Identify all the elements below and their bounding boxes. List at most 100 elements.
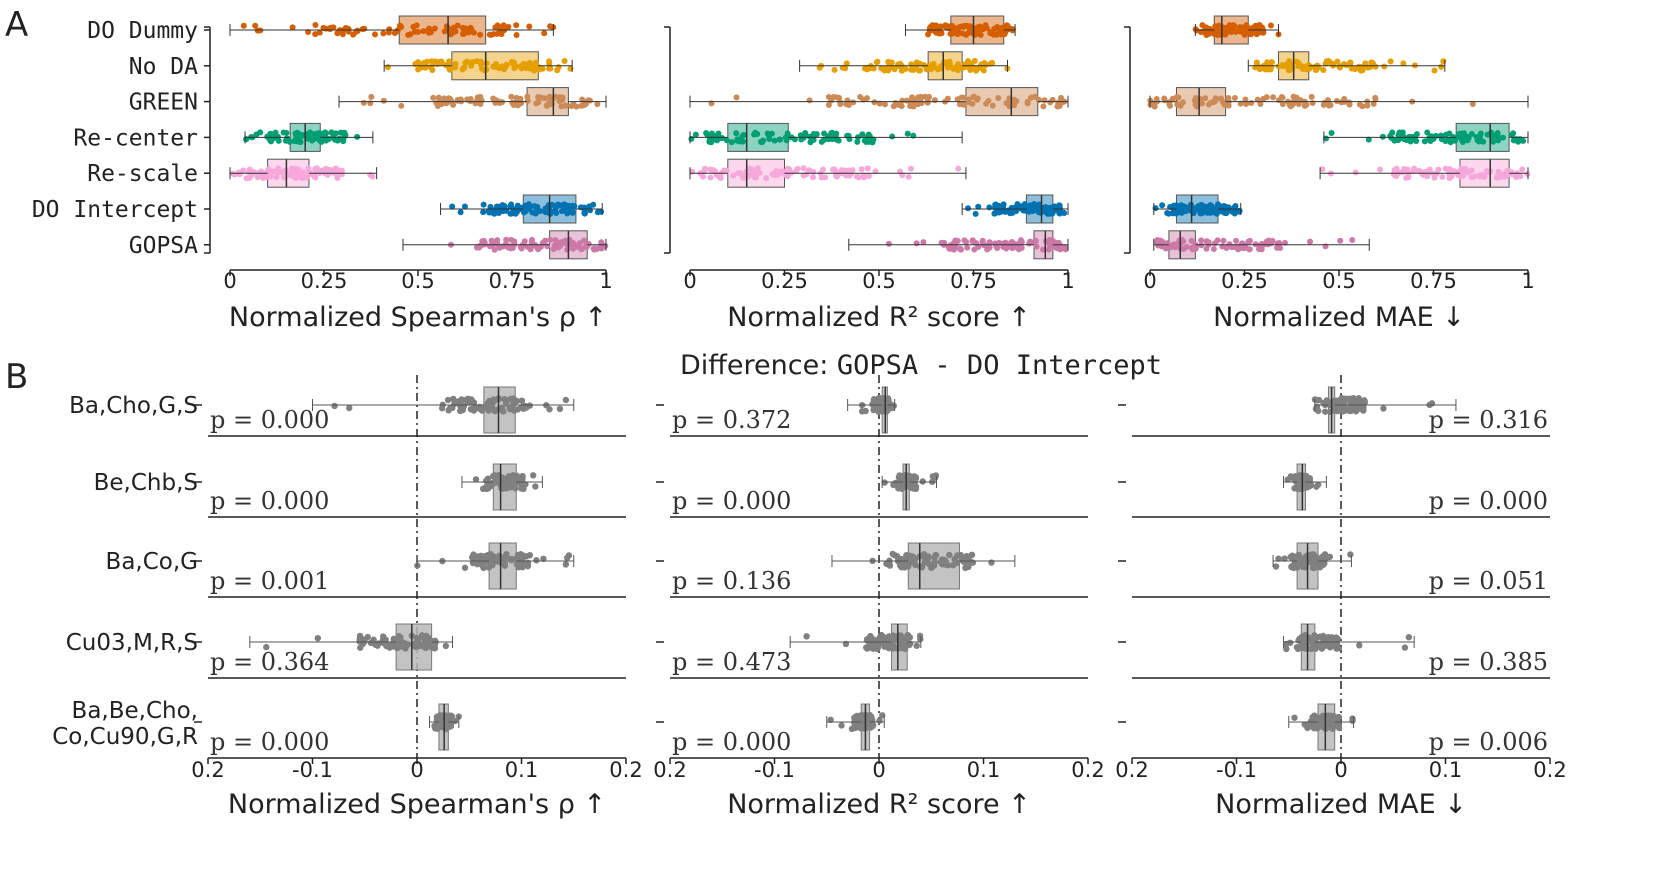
data-point bbox=[913, 642, 920, 649]
data-point bbox=[540, 555, 547, 563]
data-point bbox=[800, 133, 807, 140]
p-value-label: p = 0.000 bbox=[210, 728, 329, 756]
data-point bbox=[494, 237, 501, 244]
data-point bbox=[946, 551, 953, 559]
data-point bbox=[733, 130, 740, 137]
p-value-label: p = 0.051 bbox=[1429, 567, 1548, 595]
data-point bbox=[899, 97, 906, 104]
p-value-label: p = 0.364 bbox=[210, 648, 329, 676]
data-point bbox=[972, 210, 979, 217]
data-point bbox=[312, 22, 319, 29]
data-point bbox=[708, 130, 715, 137]
data-point bbox=[1283, 645, 1290, 653]
data-point bbox=[1355, 395, 1362, 402]
data-point bbox=[830, 166, 837, 173]
data-point bbox=[1015, 240, 1022, 247]
p-value-label: p = 0.000 bbox=[210, 406, 329, 434]
data-point bbox=[470, 399, 478, 406]
data-point bbox=[1464, 133, 1471, 140]
data-point bbox=[1177, 102, 1184, 109]
data-point bbox=[793, 167, 800, 174]
data-point bbox=[305, 165, 312, 172]
data-point bbox=[598, 239, 605, 246]
panel-b-subplot-1: Ba,Cho,G,S p = 0.000 Be,Chb,S p = 0.000 Ba,C… bbox=[52, 375, 643, 782]
data-point bbox=[905, 563, 912, 570]
x-axis-label: Normalized R² score ↑ bbox=[727, 789, 1031, 820]
data-point bbox=[547, 236, 554, 243]
data-point bbox=[1246, 246, 1253, 253]
data-point bbox=[764, 130, 771, 137]
data-point bbox=[1322, 642, 1330, 649]
data-point bbox=[931, 64, 938, 71]
data-point bbox=[292, 165, 299, 172]
data-point bbox=[1347, 400, 1355, 407]
data-point bbox=[1028, 94, 1035, 101]
data-point bbox=[544, 243, 551, 250]
data-point bbox=[360, 99, 367, 106]
data-point bbox=[561, 57, 568, 64]
data-point bbox=[427, 64, 434, 71]
data-point bbox=[473, 97, 480, 104]
data-point bbox=[1315, 407, 1322, 415]
data-point bbox=[500, 208, 507, 215]
data-point bbox=[359, 26, 366, 33]
data-point bbox=[332, 165, 339, 172]
category-label: Be,Chb,S bbox=[94, 470, 198, 496]
data-point bbox=[857, 94, 864, 101]
data-point bbox=[736, 138, 743, 145]
data-point bbox=[707, 166, 714, 173]
data-point bbox=[1510, 130, 1517, 137]
data-point bbox=[541, 30, 548, 37]
data-point bbox=[367, 639, 375, 647]
data-point bbox=[995, 94, 1002, 101]
data-point bbox=[1267, 61, 1274, 68]
data-point bbox=[1443, 131, 1450, 138]
data-point bbox=[831, 66, 838, 73]
data-point bbox=[456, 407, 464, 415]
data-point bbox=[858, 166, 865, 173]
data-point bbox=[562, 561, 570, 568]
data-point bbox=[916, 632, 924, 640]
data-point bbox=[318, 138, 325, 145]
panel-a-label: A bbox=[5, 5, 28, 45]
data-point bbox=[1424, 129, 1431, 136]
data-point bbox=[1175, 94, 1182, 101]
data-point bbox=[960, 101, 967, 108]
data-point bbox=[513, 22, 520, 29]
data-point bbox=[470, 551, 477, 558]
data-point bbox=[385, 29, 392, 36]
data-point bbox=[1180, 245, 1187, 252]
data-point bbox=[1355, 65, 1362, 72]
data-point bbox=[550, 246, 557, 253]
data-point bbox=[497, 203, 504, 210]
data-point bbox=[874, 644, 881, 652]
data-point bbox=[553, 210, 560, 217]
data-point bbox=[1003, 100, 1010, 107]
data-point bbox=[1442, 165, 1449, 172]
data-point bbox=[520, 485, 527, 493]
data-point bbox=[364, 633, 371, 641]
data-point bbox=[880, 634, 888, 641]
data-point bbox=[398, 102, 405, 109]
data-point bbox=[497, 404, 505, 412]
data-point bbox=[375, 640, 382, 647]
data-point bbox=[932, 551, 940, 559]
x-tick-label: 0 bbox=[410, 758, 423, 782]
data-point bbox=[442, 62, 449, 69]
data-point bbox=[467, 96, 474, 103]
data-point bbox=[581, 209, 588, 216]
data-point bbox=[477, 31, 484, 38]
data-point bbox=[1199, 22, 1206, 29]
data-point bbox=[1192, 94, 1199, 101]
data-point bbox=[960, 94, 967, 101]
data-point bbox=[332, 130, 339, 137]
data-point bbox=[907, 103, 914, 110]
data-point bbox=[1225, 94, 1232, 101]
data-point bbox=[405, 31, 412, 38]
data-point bbox=[931, 97, 938, 104]
data-point bbox=[1372, 63, 1379, 70]
data-point bbox=[1203, 238, 1210, 245]
data-point bbox=[488, 552, 496, 560]
data-point bbox=[993, 243, 1000, 250]
data-point bbox=[1016, 202, 1023, 209]
